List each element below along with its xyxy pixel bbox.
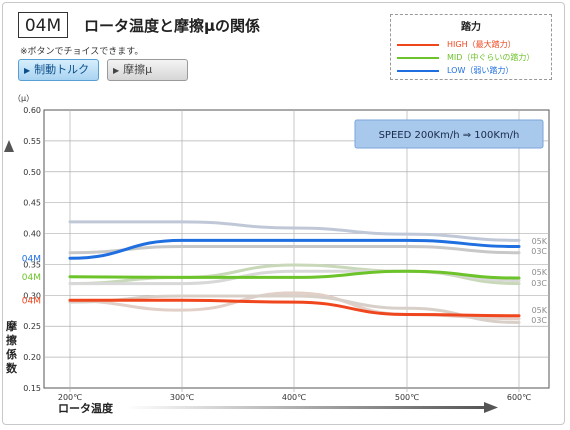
torque-button[interactable]: ▶ 制動トルク	[18, 59, 99, 81]
y-tick-label: 0.45	[23, 199, 41, 208]
legend-item-mid: MID（中ぐらいの踏力）	[397, 52, 549, 64]
y-tick-label: 0.35	[23, 260, 41, 269]
comparison-label: 03C	[531, 247, 547, 256]
legend-swatch-low	[397, 70, 439, 72]
comparison-label: 05K	[532, 306, 548, 315]
y-tick-label: 0.30	[23, 291, 41, 300]
series-line-low	[68, 238, 521, 260]
y-tick-label: 0.50	[23, 168, 41, 177]
y-axis-arrow-icon	[4, 140, 14, 152]
comparison-line	[68, 220, 521, 242]
grid: 0.60 0.55 0.50 0.45 0.40 0.35 0.30 0.25 0.20 0.15…	[23, 106, 550, 402]
series-label: 04M	[22, 296, 41, 306]
product-code: 04M	[18, 12, 68, 38]
comparison-line	[68, 245, 521, 255]
legend-swatch-high	[397, 44, 439, 46]
series-lines	[68, 238, 521, 318]
legend-item-low: LOW（弱い踏力）	[397, 65, 549, 77]
friction-button[interactable]: ▶ 摩擦μ	[107, 59, 188, 81]
plot-area	[43, 109, 550, 389]
legend-swatch-mid	[397, 57, 439, 59]
torque-button-label: 制動トルク	[34, 63, 90, 76]
y-tick-label: 0.25	[23, 322, 41, 331]
series-line-high	[68, 298, 521, 318]
play-icon: ▶	[113, 66, 120, 75]
legend-label-mid: MID（中ぐらいの踏力）	[447, 53, 535, 62]
y-tick-label: 0.15	[23, 384, 41, 393]
speed-label: SPEED 200Km/h ⇒ 100Km/h	[379, 130, 520, 141]
legend-title: 踏力	[461, 22, 481, 33]
x-tick-label: 300℃	[170, 393, 194, 402]
y-unit: （μ）	[13, 94, 34, 103]
x-axis-label: ロータ温度	[58, 401, 114, 415]
legend-item-high: HIGH（最大踏力）	[397, 39, 549, 51]
page-title: ロータ温度と摩擦μの関係	[84, 17, 261, 35]
y-axis-label: 摩 擦 係 数	[6, 319, 21, 375]
legend-label-high: HIGH（最大踏力）	[447, 40, 516, 49]
friction-button-label: 摩擦μ	[123, 63, 153, 76]
comparison-line	[68, 294, 521, 325]
comparison-label: 03C	[531, 316, 547, 325]
x-tick-label: 600℃	[507, 393, 531, 402]
x-tick-label: 500℃	[395, 393, 419, 402]
play-icon: ▶	[24, 66, 31, 75]
series-label: 04M	[22, 273, 41, 283]
x-axis-arrow-shaft	[126, 406, 486, 409]
x-tick-label: 400℃	[282, 393, 306, 402]
y-tick-label: 0.55	[23, 137, 41, 146]
legend-label-low: LOW（弱い踏力）	[447, 66, 514, 75]
button-note: ※ボタンでチョイスできます。	[20, 47, 144, 57]
comparison-label: 03C	[531, 279, 547, 288]
series-line-mid	[68, 269, 521, 280]
y-tick-label: 0.60	[23, 106, 41, 115]
y-tick-label: 0.40	[23, 230, 41, 239]
series-label: 04M	[22, 254, 41, 264]
comparison-label: 05K	[532, 237, 548, 246]
legend: 踏力 HIGH（最大踏力） MID（中ぐらいの踏力） LOW（弱い踏力）	[390, 14, 552, 80]
speed-box	[354, 119, 544, 149]
comparison-label: 05K	[532, 268, 548, 277]
x-tick-label: 200℃	[58, 393, 82, 402]
y-tick-label: 0.20	[23, 353, 41, 362]
x-axis-arrow-icon	[484, 402, 498, 413]
